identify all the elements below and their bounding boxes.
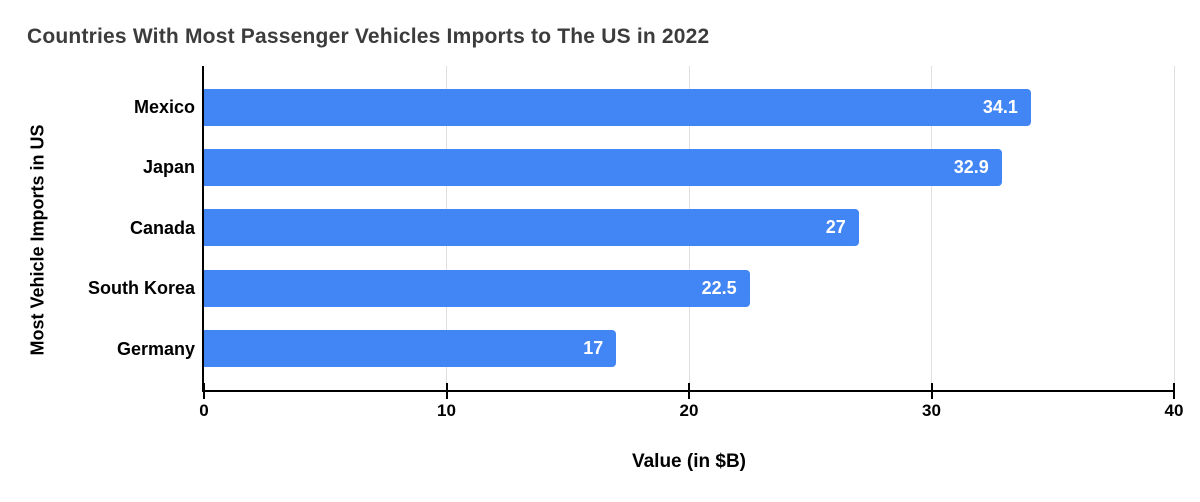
x-tick-0 (203, 383, 205, 399)
category-label-canada: Canada (129, 217, 195, 238)
bar-mexico: 34.1 (204, 88, 1031, 126)
category-label-japan: Japan (142, 157, 195, 178)
bar-value-label-canada: 27 (825, 217, 846, 238)
bar-value-label-japan: 32.9 (953, 156, 989, 177)
category-label-south-korea: South Korea (87, 278, 195, 299)
x-gridline-30 (931, 66, 932, 390)
x-tick-10 (445, 383, 448, 399)
bar-fill-japan: 32.9 (204, 148, 1002, 186)
bar-value-label-mexico: 34.1 (982, 96, 1018, 117)
x-tick-label-10: 10 (437, 401, 456, 420)
bar-fill-germany: 17 (204, 330, 617, 368)
y-axis-category-labels: Mexico Japan Canada South Korea Germany (0, 66, 195, 390)
bar-fill-mexico: 34.1 (204, 88, 1031, 126)
bar-germany: 17 (204, 330, 617, 368)
x-tick-label-40: 40 (1164, 401, 1184, 420)
bar-fill-south-korea: 22.5 (204, 269, 750, 307)
bar-south-korea: 22.5 (204, 269, 750, 307)
category-label-germany: Germany (116, 338, 195, 359)
category-label-mexico: Mexico (133, 97, 195, 117)
x-gridline-40 (1173, 66, 1175, 390)
bar-canada: 27 (204, 209, 859, 247)
x-tick-20 (688, 383, 690, 399)
bar-japan: 32.9 (204, 148, 1002, 186)
x-tick-40 (1173, 383, 1175, 399)
x-tick-label-20: 20 (679, 401, 699, 420)
bar-value-label-germany: 17 (583, 338, 604, 359)
x-tick-label-30: 30 (922, 401, 941, 420)
x-axis-title: Value (in $B) (631, 451, 747, 472)
plot-area: 0 10 20 30 40 34.1 32.9 27 22.5 17 (199, 66, 1183, 420)
chart-title: Countries With Most Passenger Vehicles I… (27, 25, 710, 48)
bar-fill-canada: 27 (204, 209, 859, 247)
x-tick-30 (930, 383, 933, 399)
bar-value-label-south-korea: 22.5 (701, 277, 737, 298)
x-tick-label-0: 0 (199, 401, 209, 420)
